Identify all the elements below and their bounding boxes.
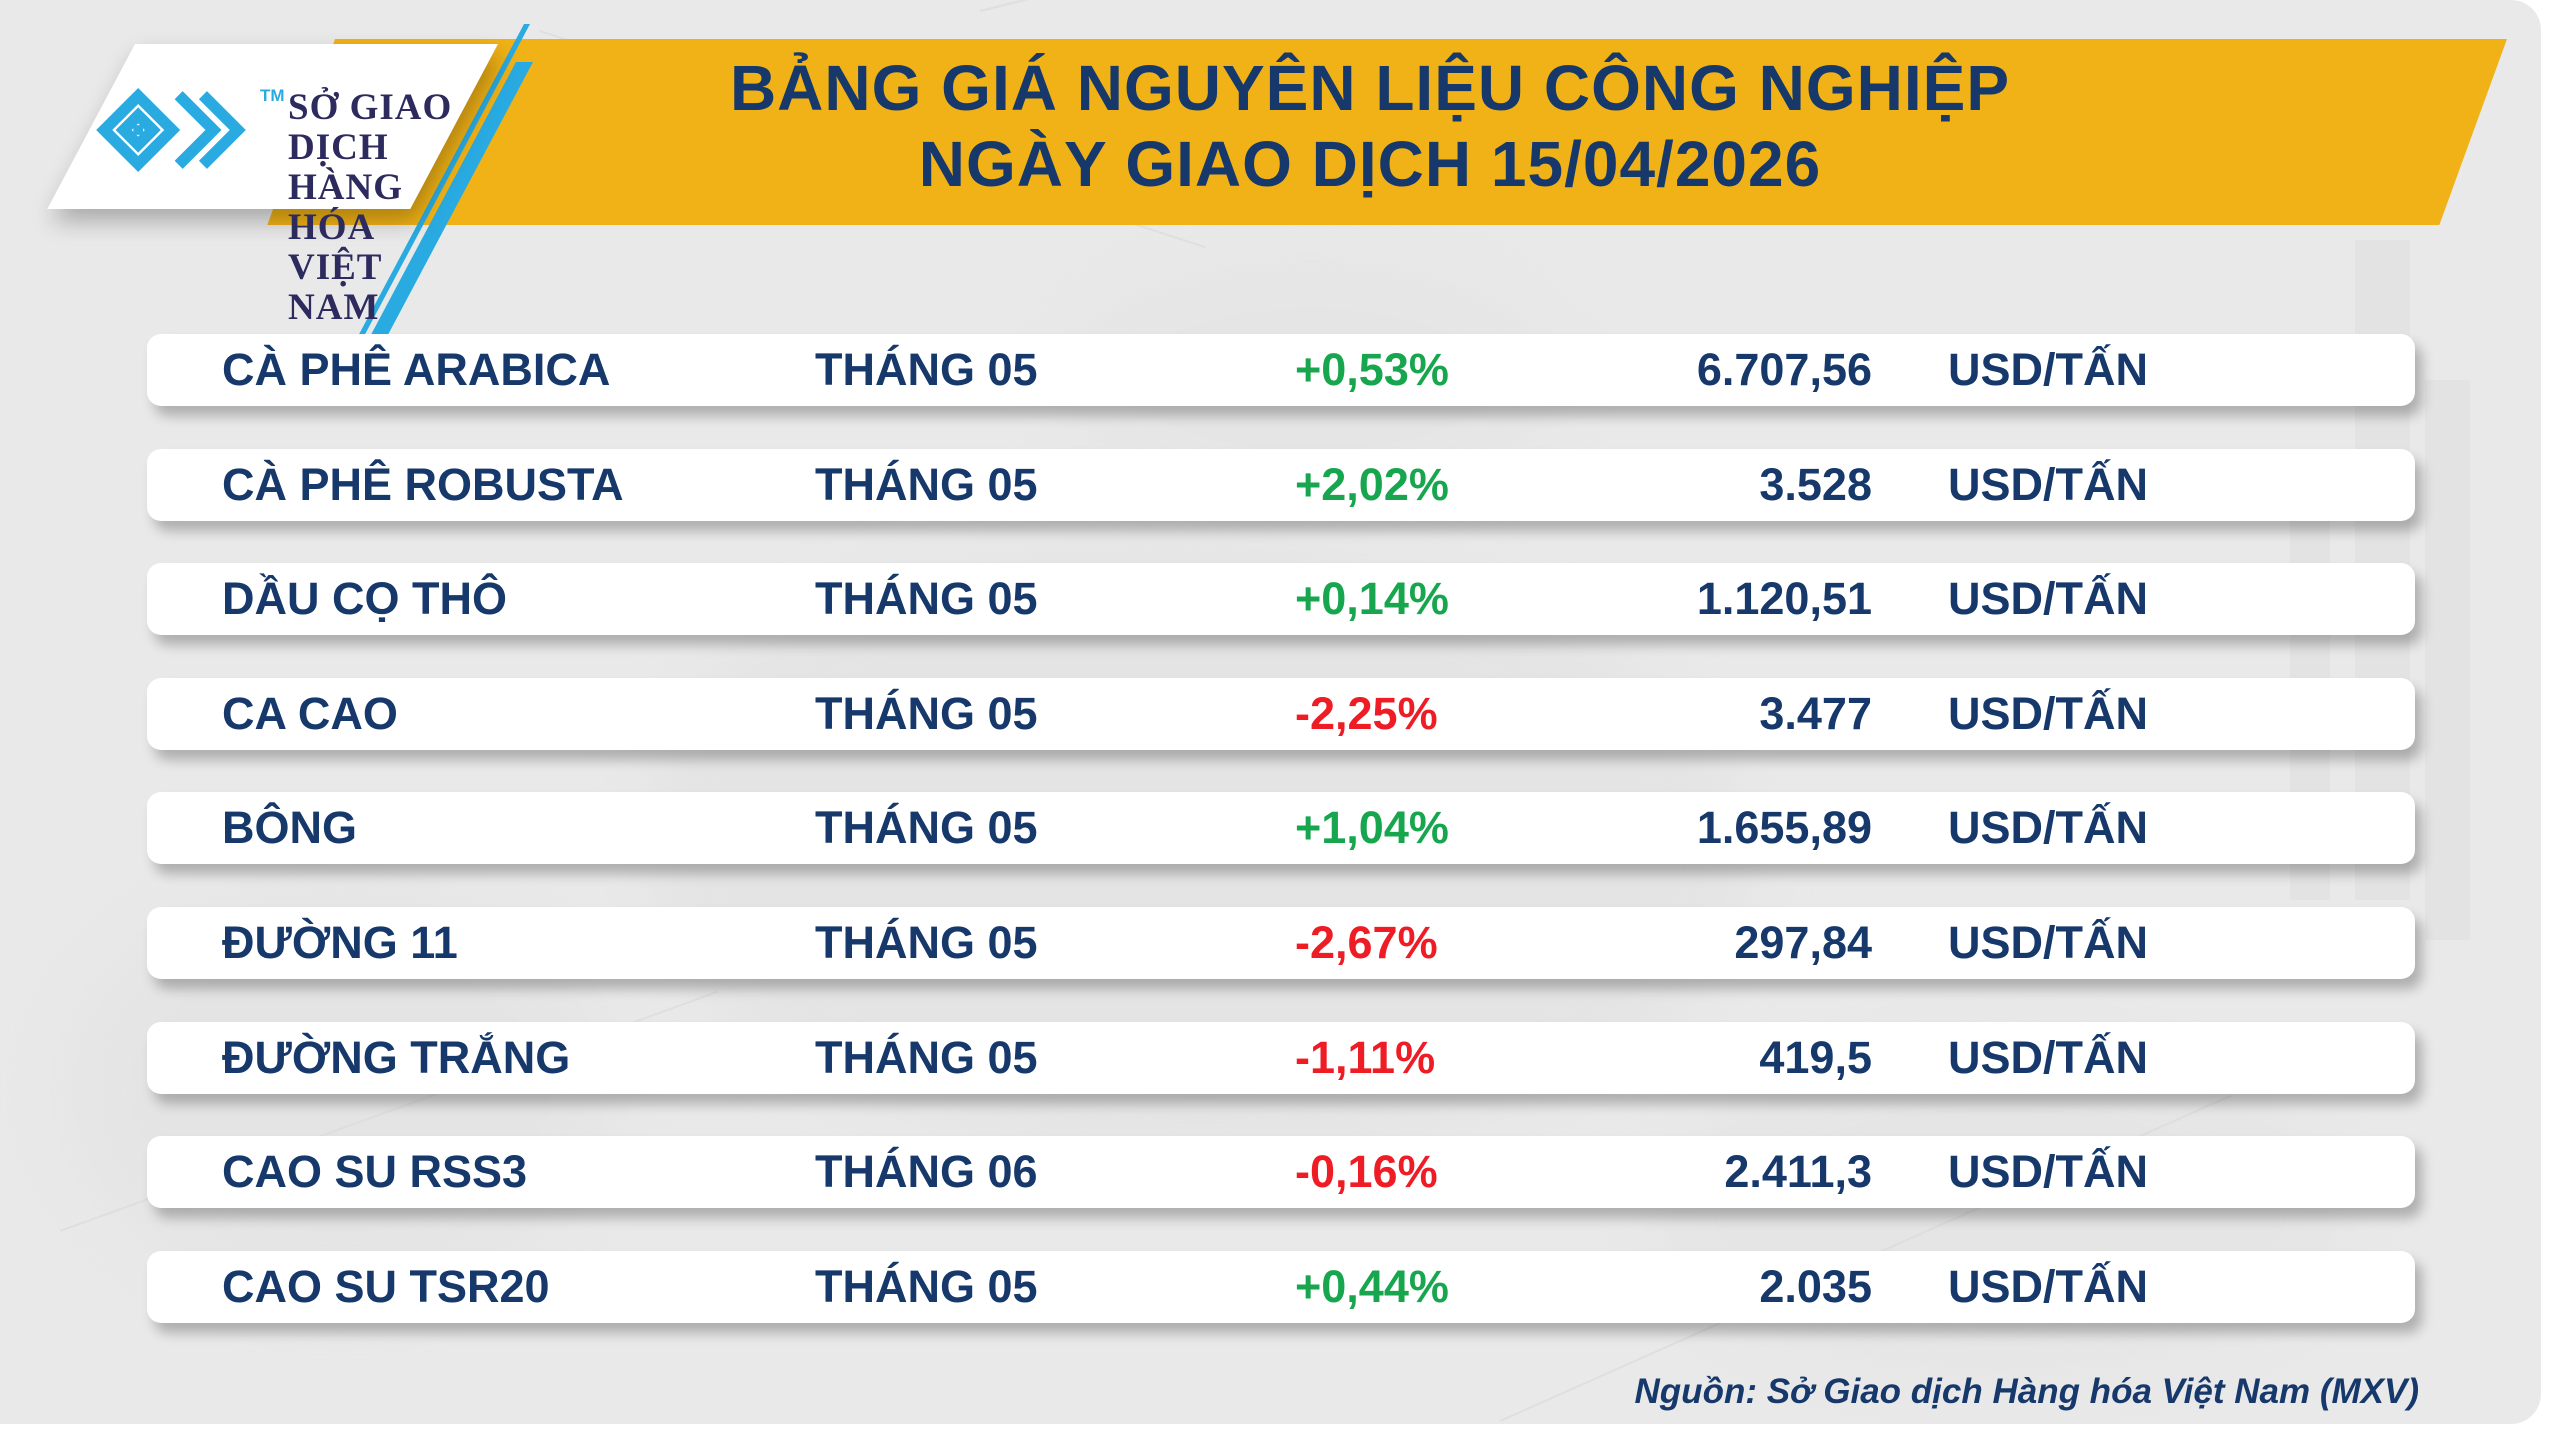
contract-month: THÁNG 05: [815, 1031, 1038, 1083]
price-unit: USD/TẤN: [1948, 1031, 2148, 1083]
commodity-name: CÀ PHÊ ARABICA: [222, 344, 611, 395]
commodity-name: CÀ PHÊ ROBUSTA: [222, 458, 624, 510]
price-value: 3.477: [1759, 687, 1872, 739]
bar-chart-watermark: [2425, 380, 2470, 940]
table-row: CAO SU RSS3 THÁNG 06 -0,16% 2.411,3 USD/…: [147, 1136, 2415, 1209]
price-table: CÀ PHÊ ARABICA THÁNG 05 +0,53% 6.707,56 …: [147, 334, 2415, 1323]
network-line-watermark: [980, 0, 1563, 12]
contract-month: THÁNG 05: [815, 573, 1038, 625]
change-percent: +0,53%: [1295, 344, 1449, 395]
change-percent: -2,25%: [1295, 687, 1438, 739]
table-row: CAO SU TSR20 THÁNG 05 +0,44% 2.035 USD/T…: [147, 1250, 2415, 1323]
logo-wordmark: SỞ GIAO DỊCH HÀNG HÓA VIỆT NAM: [288, 88, 480, 328]
change-percent: -2,67%: [1295, 916, 1438, 968]
commodity-name: CAO SU TSR20: [222, 1260, 550, 1312]
commodity-name: DẦU CỌ THÔ: [222, 573, 507, 625]
table-row: ĐƯỜNG 11 THÁNG 05 -2,67% 297,84 USD/TẤN: [147, 906, 2415, 979]
change-percent: +1,04%: [1295, 802, 1449, 854]
price-value: 2.035: [1759, 1260, 1872, 1312]
price-unit: USD/TẤN: [1948, 687, 2148, 739]
logo-wordmark-line: HÀNG HÓA: [288, 167, 403, 248]
contract-month: THÁNG 05: [815, 1260, 1038, 1312]
change-percent: +2,02%: [1295, 458, 1449, 510]
commodity-name: CAO SU RSS3: [222, 1146, 528, 1198]
contract-month: THÁNG 05: [815, 916, 1038, 968]
source-note: Nguồn: Sở Giao dịch Hàng hóa Việt Nam (M…: [1634, 1372, 2419, 1411]
price-value: 2.411,3: [1724, 1146, 1872, 1198]
price-unit: USD/TẤN: [1948, 573, 2148, 625]
price-unit: USD/TẤN: [1948, 916, 2148, 968]
table-row: CA CAO THÁNG 05 -2,25% 3.477 USD/TẤN: [147, 677, 2415, 750]
price-unit: USD/TẤN: [1948, 802, 2148, 854]
change-percent: -0,16%: [1295, 1146, 1438, 1198]
contract-month: THÁNG 05: [815, 458, 1038, 510]
board-title-line2: NGÀY GIAO DỊCH 15/04/2026: [918, 128, 1822, 200]
price-value: 419,5: [1759, 1031, 1872, 1083]
contract-month: THÁNG 06: [815, 1146, 1038, 1198]
price-value: 1.655,89: [1696, 802, 1872, 854]
contract-month: THÁNG 05: [815, 687, 1038, 739]
price-unit: USD/TẤN: [1948, 344, 2148, 395]
commodity-name: CA CAO: [222, 687, 398, 739]
table-row: CÀ PHÊ ARABICA THÁNG 05 +0,53% 6.707,56 …: [147, 334, 2415, 406]
price-unit: USD/TẤN: [1948, 1260, 2148, 1312]
trademark-label: TM: [260, 86, 285, 105]
logo-wordmark-line: SỞ GIAO DỊCH: [288, 87, 453, 168]
price-value: 3.528: [1759, 458, 1872, 510]
price-value: 6.707,56: [1696, 344, 1872, 395]
price-value: 297,84: [1734, 916, 1872, 968]
logo-wordmark-line: VIỆT NAM: [288, 247, 382, 328]
change-percent: +0,14%: [1295, 573, 1449, 625]
board-title: BẢNG GIÁ NGUYÊN LIỆU CÔNG NGHIỆP NGÀY GI…: [640, 50, 2100, 202]
table-row: CÀ PHÊ ROBUSTA THÁNG 05 +2,02% 3.528 USD…: [147, 448, 2415, 521]
contract-month: THÁNG 05: [815, 344, 1038, 395]
price-unit: USD/TẤN: [1948, 1146, 2148, 1198]
price-value: 1.120,51: [1696, 573, 1872, 625]
change-percent: +0,44%: [1295, 1260, 1449, 1312]
commodity-name: ĐƯỜNG 11: [222, 916, 458, 968]
contract-month: THÁNG 05: [815, 802, 1038, 854]
commodity-name: ĐƯỜNG TRẮNG: [222, 1031, 571, 1083]
board-title-line1: BẢNG GIÁ NGUYÊN LIỆU CÔNG NGHIỆP: [729, 52, 2011, 124]
table-row: BÔNG THÁNG 05 +1,04% 1.655,89 USD/TẤN: [147, 792, 2415, 865]
change-percent: -1,11%: [1295, 1031, 1436, 1083]
price-unit: USD/TẤN: [1948, 458, 2148, 510]
mxv-logo-icon: [96, 87, 246, 173]
mxv-logo: TM SỞ GIAO DỊCH HÀNG HÓA VIỆT NAM: [80, 56, 480, 328]
table-row: ĐƯỜNG TRẮNG THÁNG 05 -1,11% 419,5 USD/TẤ…: [147, 1021, 2415, 1094]
table-row: DẦU CỌ THÔ THÁNG 05 +0,14% 1.120,51 USD/…: [147, 563, 2415, 636]
commodity-name: BÔNG: [222, 802, 357, 854]
